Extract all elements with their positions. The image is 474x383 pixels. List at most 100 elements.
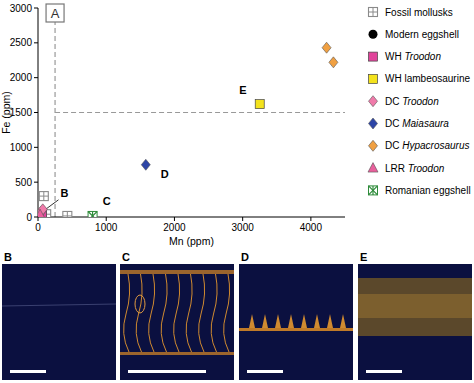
legend-label: DC Hypacrosaurus <box>385 140 469 151</box>
point <box>39 192 48 201</box>
panel-label: E <box>360 251 367 263</box>
texture <box>174 274 180 352</box>
legend-label: DC Maiasaura <box>385 118 449 129</box>
marker-part <box>329 57 338 68</box>
y-tick <box>34 112 38 113</box>
marker-part <box>369 8 378 17</box>
y-tick-label: 500 <box>15 177 32 188</box>
y-tick-label: 3000 <box>10 3 33 14</box>
scale-bar <box>10 370 46 373</box>
legend-label: Modern eggshell <box>385 29 459 40</box>
legend-word: Troodon <box>399 96 439 107</box>
legend-marker <box>369 74 378 83</box>
marker-part <box>88 211 97 217</box>
legend-word: Fossil <box>385 7 411 18</box>
marker-part <box>369 118 378 129</box>
marker-part <box>373 8 374 17</box>
scale-bar <box>128 370 206 373</box>
panel-label-box <box>46 4 64 22</box>
legend-marker <box>368 163 378 173</box>
marker-part <box>369 96 378 107</box>
marker-part <box>63 211 72 217</box>
legend-word: Modern <box>385 29 419 40</box>
y-tick-label: 2500 <box>10 37 33 48</box>
texture <box>211 274 217 352</box>
texture <box>301 314 307 328</box>
legend-word: eggshell <box>431 185 471 196</box>
marker-part <box>372 186 373 195</box>
image-panel <box>239 264 353 380</box>
marker-part <box>43 192 44 201</box>
x-tick-label: 2000 <box>163 222 186 233</box>
points <box>38 42 338 217</box>
marker-part <box>88 211 97 217</box>
legend-marker <box>369 140 378 151</box>
y-tick-label: 2000 <box>10 72 33 83</box>
legend-word: Romanian <box>385 185 431 196</box>
texture <box>120 352 234 355</box>
legend-marker <box>369 30 378 39</box>
legend-label: Fossil mollusks <box>385 7 453 18</box>
legend-label: LRR Troodon <box>385 163 445 174</box>
figure: 0100020003000400005001000150020002500300… <box>0 0 474 383</box>
texture <box>262 314 268 328</box>
image-panel <box>2 264 116 380</box>
texture <box>288 314 294 328</box>
point <box>329 57 338 68</box>
legend-marker <box>369 118 378 129</box>
legend-word: eggshell <box>419 29 459 40</box>
texture <box>186 274 192 352</box>
legend-label: WH lambeosaurine <box>385 73 470 84</box>
marker-part <box>92 211 93 217</box>
annotation: D <box>161 168 169 180</box>
y-tick-label: 1000 <box>10 142 33 153</box>
marker-part <box>255 100 264 109</box>
micrograph <box>358 264 472 380</box>
micrograph <box>239 264 353 380</box>
point <box>88 211 97 217</box>
x-tick <box>310 217 311 221</box>
legend-word: lambeosaurine <box>402 73 471 84</box>
annotation: E <box>239 84 246 96</box>
texture <box>124 274 130 352</box>
x-tick <box>174 217 175 221</box>
legend-marker <box>369 8 378 17</box>
legend-label: DC Troodon <box>385 96 439 107</box>
micrograph <box>2 264 116 380</box>
legend-word: WH <box>385 73 402 84</box>
y-tick <box>34 42 38 43</box>
scale-bar <box>247 370 283 373</box>
y-tick-label: 0 <box>26 212 32 223</box>
legend-word: Maiasaura <box>399 118 449 129</box>
scale-bar <box>366 370 402 373</box>
x-tick <box>106 217 107 221</box>
threshold-y <box>55 112 345 113</box>
legend-word: WH <box>385 51 402 62</box>
marker-part <box>67 211 68 217</box>
marker-part <box>39 192 48 201</box>
legend-marker <box>369 52 378 61</box>
point <box>38 209 45 217</box>
x-tick-label: 4000 <box>300 222 323 233</box>
legend-marker <box>369 96 378 107</box>
point <box>141 159 150 170</box>
image-panel <box>358 264 472 380</box>
texture <box>2 304 116 306</box>
marker-part <box>369 74 378 83</box>
marker-part <box>369 52 378 61</box>
panel-label: C <box>122 251 130 263</box>
legend-word: LRR <box>385 163 405 174</box>
x-tick-label: 0 <box>35 222 41 233</box>
point <box>63 211 72 217</box>
legend-word: Troodon <box>405 163 445 174</box>
y-tick <box>34 147 38 148</box>
texture <box>239 328 353 331</box>
x-axis <box>38 217 345 218</box>
marker-part <box>141 159 150 170</box>
texture <box>314 314 320 328</box>
marker-part <box>88 211 97 217</box>
x-tick-label: 1000 <box>95 222 118 233</box>
texture <box>249 314 255 328</box>
x-tick <box>38 217 39 221</box>
y-tick <box>34 8 38 9</box>
